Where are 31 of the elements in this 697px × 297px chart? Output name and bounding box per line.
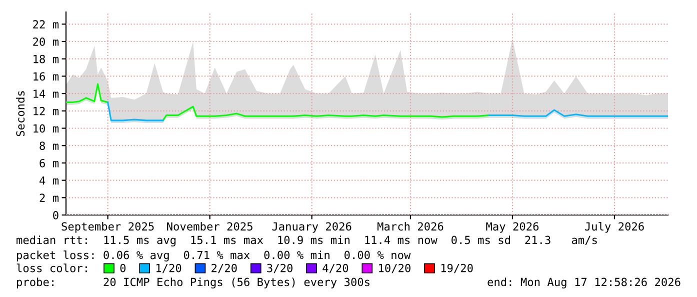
legend-label: 4/20	[322, 264, 348, 274]
legend-label: 10/20	[379, 264, 410, 274]
legend-label: 19/20	[441, 264, 473, 274]
x-tick-label: March 2026	[378, 222, 444, 231]
text: end: Mon Aug 17 12:58:26 2026	[488, 278, 680, 288]
y-tick-label: 16 m	[34, 72, 59, 81]
y-tick-label: 12 m	[34, 106, 59, 116]
y-tick-label: 18 m	[34, 54, 59, 64]
y-axis-title: Seconds	[16, 91, 25, 136]
y-tick-label: 2 m	[40, 194, 59, 202]
y-tick-label: 10 m	[34, 124, 59, 133]
legend-label: 2/20	[212, 264, 237, 274]
y-tick-label: 0	[53, 211, 58, 220]
y-tick-label: 8 m	[40, 142, 59, 150]
text: probe: 20 ICMP Echo Pings (56 Bytes) every 300s	[17, 278, 370, 288]
y-tick-label: 4 m	[40, 176, 59, 185]
y-tick-label: 6 m	[40, 158, 59, 168]
legend-label: 0	[120, 264, 126, 272]
x-tick-label: July 2026	[584, 222, 644, 233]
y-tick-label: 22 m	[33, 20, 59, 28]
legend-label: 3/20	[267, 264, 292, 274]
text: packet loss: 0.06 % avg 0.71 % max 0.00 % min 0.00 % now	[17, 250, 411, 262]
text: median rtt: 11.5 ms avg 15.1 ms max 10.9 ms min 11.4 ms now 0.5 ms sd 21.3 am/s	[16, 236, 597, 246]
y-tick-label: 20 m	[33, 38, 59, 46]
y-tick-label: 14 m	[34, 90, 59, 98]
x-tick-label: January 2026	[272, 222, 352, 233]
x-tick-label: September 2025	[62, 222, 154, 233]
x-tick-label: May 2026	[486, 222, 539, 233]
legend-label: 1/20	[156, 264, 182, 274]
x-tick-label: November 2025	[167, 222, 252, 231]
legend-title: loss color:	[16, 264, 87, 272]
